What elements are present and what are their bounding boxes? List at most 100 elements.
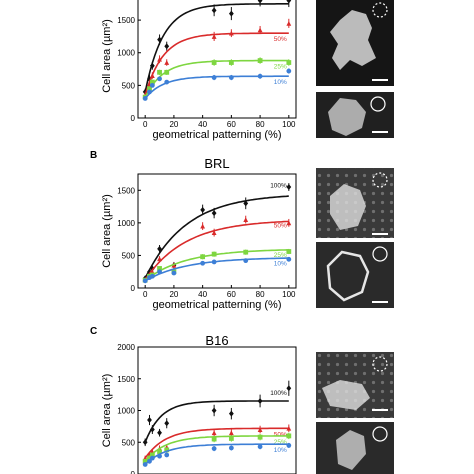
series-50pct: 50% [142, 215, 292, 282]
data-point [149, 79, 155, 85]
micrograph-c2 [316, 422, 394, 474]
data-point [164, 420, 170, 427]
data-point [257, 73, 263, 79]
fit-curve [144, 195, 289, 279]
data-point [149, 455, 155, 461]
y-axis-label: Cell area (µm²) [101, 194, 113, 268]
plot-frame [137, 346, 297, 474]
y-tick-label: 500 [122, 251, 136, 260]
data-point [286, 68, 292, 74]
plot-frame [137, 173, 297, 289]
data-point [149, 73, 155, 78]
data-point [211, 430, 217, 436]
data-point [286, 256, 292, 262]
y-tick-label: 0 [131, 284, 136, 293]
y-tick-label: 0 [131, 470, 136, 474]
data-point [157, 69, 162, 75]
data-point [171, 270, 177, 276]
data-point [211, 436, 217, 442]
series-10pct: 10% [142, 442, 292, 467]
data-point [286, 385, 292, 392]
x-axis-label: geometrical patterning (%) [152, 299, 281, 311]
fit-curve [144, 257, 289, 282]
data-point [286, 433, 292, 439]
data-point [243, 200, 249, 207]
data-point [211, 7, 217, 14]
data-point [286, 184, 292, 191]
series-label: 10% [274, 447, 287, 454]
fit-curve [144, 435, 289, 462]
data-point [257, 427, 263, 432]
micrograph-b1 [316, 168, 394, 238]
data-point [228, 30, 234, 36]
data-point [157, 266, 162, 271]
micrograph-a1 [316, 0, 394, 86]
data-point [147, 455, 152, 461]
series-label: 100% [270, 183, 287, 190]
y-tick-label: 1000 [117, 219, 135, 228]
data-point [142, 96, 148, 101]
x-tick-label: 20 [169, 120, 178, 129]
data-point [149, 452, 155, 458]
data-point [164, 69, 170, 75]
data-point [164, 452, 170, 458]
data-point [286, 20, 292, 26]
data-point [147, 458, 152, 464]
y-tick-label: 1000 [117, 407, 135, 416]
series-100pct: 100% [142, 380, 292, 447]
data-point [211, 230, 217, 236]
data-point [200, 254, 206, 260]
data-point [164, 79, 170, 85]
series-25pct: 25% [142, 432, 292, 464]
data-point [149, 426, 155, 433]
panel-title: B16 [205, 333, 228, 348]
data-point [157, 269, 162, 275]
data-point [211, 446, 217, 451]
fit-curve [144, 59, 289, 98]
series-label: 25% [274, 64, 287, 71]
x-axis-label: geometrical patterning (%) [152, 129, 281, 141]
data-point [243, 249, 249, 255]
fit-curve [144, 32, 289, 96]
fit-curve [144, 75, 289, 99]
x-tick-label: 80 [256, 290, 265, 299]
data-point [257, 434, 263, 440]
data-point [157, 56, 162, 62]
chart-panel-1: B BRL 0 500 1000 1500 0 20 40 60 80 100geometrical … [90, 150, 297, 311]
data-point [286, 0, 292, 4]
data-point [211, 407, 217, 414]
data-point [257, 444, 263, 450]
data-point [157, 256, 162, 262]
data-point [211, 210, 217, 217]
fit-curve [144, 220, 289, 280]
y-tick-label: 0 [131, 114, 136, 123]
fit-curve [144, 249, 289, 281]
y-tick-label: 500 [122, 438, 136, 447]
plot-frame [137, 0, 297, 119]
series-label: 25% [274, 252, 287, 259]
y-tick-label: 2000 [117, 343, 135, 352]
data-point [228, 60, 234, 65]
fit-curve [144, 3, 289, 93]
chart-panel-2: C B16 0 500 1000 1500 2000 Cell area (µm²) 100% 5… [90, 326, 297, 474]
data-point [200, 206, 206, 213]
data-point [149, 82, 155, 88]
data-point [211, 34, 217, 39]
micrograph-c1 [316, 352, 394, 418]
y-tick-label: 500 [122, 81, 136, 90]
y-tick-label: 1500 [117, 375, 135, 384]
data-point [228, 436, 234, 441]
data-point [228, 430, 234, 436]
data-point [257, 27, 263, 33]
series-label: 100% [270, 390, 287, 397]
data-point [286, 220, 292, 226]
data-point [147, 417, 152, 424]
data-point [200, 260, 206, 266]
series-50pct: 50% [142, 18, 292, 98]
series-label: 10% [274, 260, 287, 267]
x-tick-label: 0 [143, 120, 148, 129]
data-point [157, 429, 162, 436]
data-point [149, 273, 155, 279]
